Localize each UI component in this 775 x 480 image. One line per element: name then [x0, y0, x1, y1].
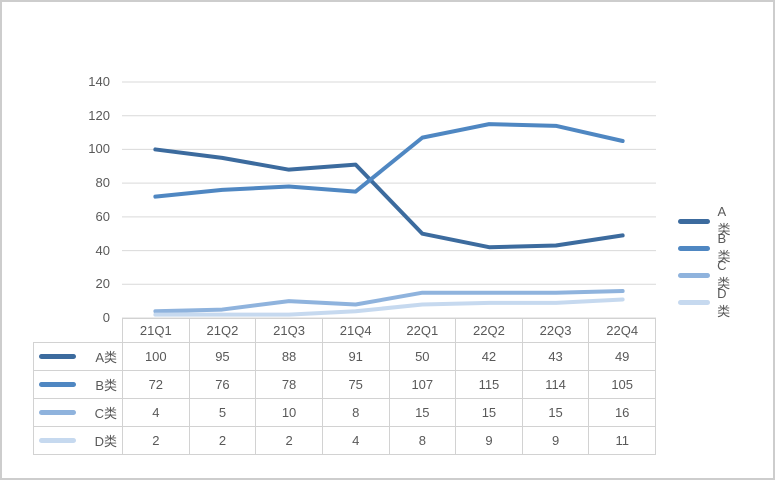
table-cell: 4 [321, 426, 390, 455]
series-key: D类 [33, 426, 123, 455]
plot-area[interactable] [122, 81, 656, 319]
category-header: 22Q1 [388, 318, 457, 343]
y-axis-label: 140 [88, 74, 110, 89]
table-cell: 10 [255, 398, 323, 427]
table-row: C类 4 5 10 8 15 15 15 16 [33, 398, 656, 427]
table-cell: 42 [455, 342, 523, 371]
y-axis-label: 20 [95, 276, 110, 292]
table-cell: 8 [321, 398, 390, 427]
series-name: B类 [95, 378, 117, 393]
legend-item[interactable]: B类 [678, 231, 736, 264]
legend-label: A类 [717, 204, 731, 237]
table-cell: 4 [122, 398, 190, 427]
table-cell: 100 [122, 342, 190, 371]
series-name: A类 [95, 350, 117, 365]
table-cell: 16 [588, 398, 656, 427]
series-line-1[interactable] [153, 122, 625, 199]
table-cell: 49 [588, 342, 656, 371]
table-cell: 114 [521, 370, 590, 399]
table-row: D类 2 2 2 4 8 9 9 11 [33, 426, 656, 455]
legend-line-swatch-icon [678, 245, 711, 251]
legend-item[interactable]: D类 [678, 286, 736, 319]
legend-item[interactable]: A类 [678, 204, 736, 237]
data-table: 21Q1 21Q2 21Q3 21Q4 22Q1 22Q2 22Q3 22Q4 A类 100 95 8… [33, 318, 656, 455]
series-key: C类 [33, 398, 123, 427]
table-cell: 11 [588, 426, 656, 455]
table-cell: 50 [388, 342, 457, 371]
series-line-swatch-icon [39, 382, 76, 387]
series-name: C类 [94, 406, 117, 421]
series-name: D类 [94, 434, 117, 449]
table-cell: 2 [122, 426, 190, 455]
series-line-swatch-icon [39, 438, 76, 443]
legend-item[interactable]: C类 [678, 258, 736, 291]
y-axis-label: 120 [88, 107, 110, 123]
table-cell: 2 [188, 426, 257, 455]
y-axis-label: 60 [95, 208, 110, 224]
category-header: 22Q2 [455, 318, 523, 343]
table-cell: 15 [455, 398, 523, 427]
table-corner-cell [33, 318, 123, 343]
y-axis-label: 40 [95, 242, 110, 258]
table-cell: 75 [321, 370, 390, 399]
series-key: A类 [33, 342, 123, 371]
table-cell: 105 [588, 370, 656, 399]
table-cell: 95 [188, 342, 257, 371]
table-cell: 107 [388, 370, 457, 399]
series-line-3[interactable] [153, 297, 625, 317]
table-cell: 2 [255, 426, 323, 455]
table-cell: 8 [388, 426, 457, 455]
y-axis-label: 80 [95, 175, 110, 191]
category-header: 21Q3 [255, 318, 323, 343]
table-cell: 9 [521, 426, 590, 455]
category-header: 21Q1 [122, 318, 190, 343]
legend-label: D类 [717, 285, 731, 319]
table-cell: 88 [255, 342, 323, 371]
series-key: B类 [33, 370, 123, 399]
category-header: 22Q3 [521, 318, 590, 343]
y-axis-label: 100 [88, 141, 110, 157]
legend-line-swatch-icon [678, 272, 711, 278]
legend-label: B类 [717, 231, 731, 265]
series-line-swatch-icon [39, 410, 76, 415]
table-cell: 15 [521, 398, 590, 427]
legend-label: C类 [717, 258, 731, 292]
category-header: 21Q2 [188, 318, 257, 343]
series-line-0[interactable] [153, 147, 625, 250]
category-header: 21Q4 [321, 318, 390, 343]
table-cell: 115 [455, 370, 523, 399]
table-cell: 76 [188, 370, 257, 399]
table-cell: 72 [122, 370, 190, 399]
table-row: A类 100 95 88 91 50 42 43 49 [33, 342, 656, 371]
series-line-swatch-icon [39, 354, 76, 359]
table-cell: 91 [321, 342, 390, 371]
y-axis-label: 0 [102, 310, 110, 325]
table-cell: 15 [388, 398, 457, 427]
legend-line-swatch-icon [678, 300, 711, 306]
legend-line-swatch-icon [678, 218, 711, 224]
table-cell: 43 [521, 342, 590, 371]
category-header: 22Q4 [588, 318, 656, 343]
table-cell: 9 [455, 426, 523, 455]
series-line-2[interactable] [153, 289, 625, 314]
table-cell: 78 [255, 370, 323, 399]
table-row: B类 72 76 78 75 107 115 114 105 [33, 370, 656, 399]
table-cell: 5 [188, 398, 257, 427]
